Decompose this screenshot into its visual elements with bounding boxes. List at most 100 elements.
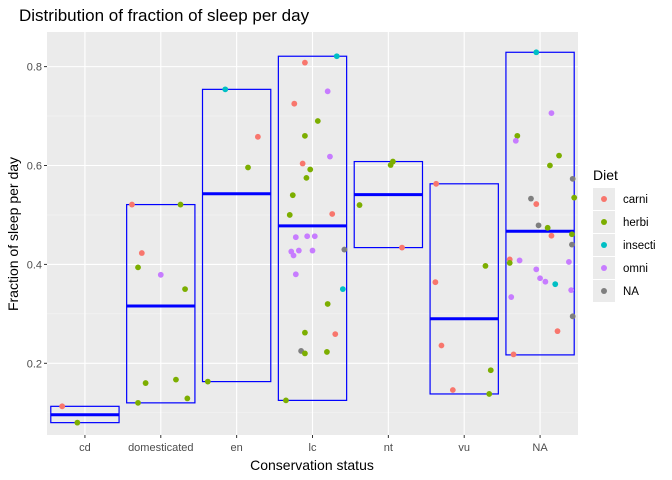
x-axis-title: Conservation status — [250, 457, 374, 473]
data-point — [482, 262, 489, 269]
legend-key-na — [601, 288, 607, 294]
data-point — [528, 195, 534, 202]
data-point — [332, 331, 339, 338]
data-points — [59, 49, 578, 426]
x-tick-label: lc — [309, 442, 317, 454]
chart-title: Distribution of fraction of sleep per da… — [19, 6, 310, 25]
data-point — [245, 164, 251, 171]
data-point — [339, 286, 346, 293]
data-point — [544, 224, 551, 231]
x-tick-label: nt — [384, 442, 393, 454]
y-tick-label: 0.2 — [27, 358, 42, 370]
data-point — [289, 192, 296, 199]
data-point — [157, 271, 164, 278]
y-axis-title: Fraction of sleep per day — [5, 157, 21, 311]
x-tick-label: domesticated — [128, 442, 193, 454]
legend-label: omni — [623, 263, 648, 275]
data-point — [487, 367, 494, 374]
data-point — [59, 403, 66, 410]
data-point — [512, 137, 519, 144]
x-tick-label: cd — [79, 442, 91, 454]
y-tick-label: 0.4 — [27, 259, 42, 271]
data-point — [324, 88, 331, 95]
data-point — [432, 279, 439, 286]
data-point — [433, 180, 440, 187]
data-point — [438, 342, 445, 349]
data-point — [324, 349, 330, 355]
data-point — [516, 257, 523, 264]
data-point — [548, 110, 555, 116]
data-point — [508, 294, 515, 300]
data-point — [356, 202, 363, 208]
data-point — [177, 201, 184, 208]
data-point — [565, 259, 572, 265]
data-point — [292, 234, 299, 241]
range-box — [505, 51, 575, 356]
data-point — [510, 351, 517, 358]
data-point — [286, 212, 293, 218]
data-point — [568, 287, 575, 294]
data-point — [302, 59, 308, 66]
data-point — [182, 286, 188, 293]
data-point — [307, 166, 314, 173]
data-point — [506, 260, 513, 266]
data-point — [569, 175, 576, 182]
legend-label: herbi — [623, 217, 649, 229]
range-box — [353, 160, 424, 249]
data-point — [138, 250, 145, 256]
data-point — [309, 247, 316, 254]
legend-title: Diet — [593, 167, 618, 183]
legend-key-carni — [601, 196, 607, 202]
data-point — [533, 266, 540, 273]
data-point — [333, 53, 340, 60]
data-point — [303, 174, 310, 181]
data-point — [324, 301, 331, 307]
data-point — [129, 201, 135, 208]
data-point — [291, 100, 298, 107]
data-point — [292, 271, 299, 278]
legend-key-herbi — [601, 219, 607, 225]
data-point — [547, 162, 553, 169]
data-point — [542, 278, 549, 285]
range-box — [126, 203, 196, 404]
data-point — [537, 275, 543, 282]
gridlines — [47, 32, 578, 435]
data-point — [569, 231, 575, 238]
data-point — [399, 244, 405, 251]
y-tick-label: 0.8 — [27, 62, 42, 74]
data-point — [569, 241, 575, 248]
data-point — [341, 246, 348, 253]
legend-label: insecti — [623, 240, 656, 252]
data-point — [571, 194, 578, 201]
data-point — [552, 281, 559, 288]
summary-boxes — [50, 51, 575, 424]
data-point — [302, 132, 308, 139]
data-point — [548, 232, 555, 239]
range-box — [429, 183, 499, 395]
data-point — [314, 118, 321, 124]
data-point — [556, 152, 562, 159]
legend-label: NA — [623, 286, 639, 298]
data-point — [533, 49, 540, 56]
data-point — [304, 233, 311, 240]
data-point — [135, 399, 141, 406]
data-point — [311, 233, 318, 240]
data-point — [283, 397, 289, 404]
data-point — [302, 350, 308, 357]
y-axis-ticks: 0.2 0.4 0.6 0.8 — [27, 62, 47, 370]
data-point — [184, 395, 191, 402]
x-axis-ticks: cd domesticated en lc nt vu NA — [79, 435, 548, 454]
legend-key-insecti — [601, 242, 607, 248]
x-tick-label: en — [231, 442, 243, 454]
legend-label: carni — [623, 194, 648, 206]
data-point — [302, 329, 308, 336]
data-point — [535, 222, 542, 229]
legend-key-omni — [601, 265, 607, 271]
data-point — [142, 380, 149, 386]
data-point — [254, 133, 261, 140]
data-point — [533, 201, 540, 207]
data-point — [74, 419, 81, 426]
data-point — [329, 211, 336, 217]
data-point — [222, 86, 229, 93]
